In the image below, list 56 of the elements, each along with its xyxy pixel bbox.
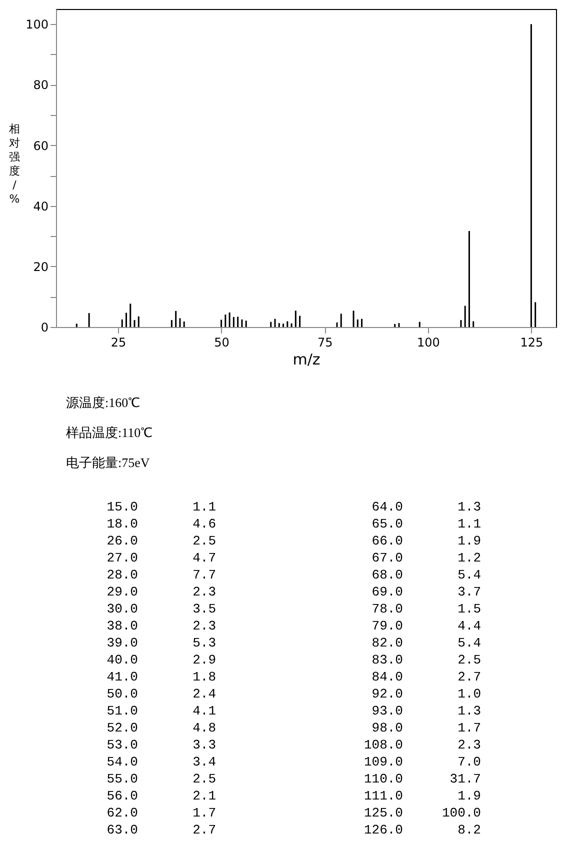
text: 83.0 2.5	[372, 652, 481, 668]
text: 29.0 2.3	[106, 584, 216, 600]
y-tick-label: 20	[33, 260, 48, 274]
text: 30.0 3.5	[106, 602, 216, 616]
text: 63.0 2.7	[106, 822, 216, 838]
x-tick-label: 25	[110, 336, 126, 350]
text: 50.0 2.4	[106, 686, 216, 702]
text: 78.0 1.5	[372, 602, 481, 616]
text: 108.0 2.3	[364, 738, 481, 752]
text: 92.0 1.0	[372, 686, 481, 702]
text: 40.0 2.9	[106, 652, 216, 668]
text: 样品温度:110℃	[66, 425, 153, 440]
text: 52.0 4.8	[106, 720, 216, 736]
y-tick-label: 100	[26, 18, 48, 32]
text: 18.0 4.6	[106, 516, 216, 532]
text: 82.0 5.4	[372, 636, 482, 650]
text: 15.0 1.1	[106, 500, 216, 514]
text: 55.0 2.5	[106, 772, 216, 786]
text: 电子能量:75eV	[66, 455, 150, 470]
text: 54.0 3.4	[106, 754, 216, 770]
y-tick-label: 0	[40, 320, 48, 334]
text: 98.0 1.7	[372, 720, 481, 736]
x-tick-label: 50	[214, 336, 230, 350]
text: 39.0 5.3	[106, 636, 216, 650]
text: 110.0 31.7	[364, 772, 481, 786]
y-axis-title: 相对强度/%	[9, 122, 20, 206]
text: 79.0 4.4	[372, 618, 482, 634]
text: 69.0 3.7	[372, 584, 481, 600]
text: 56.0 2.1	[106, 788, 216, 804]
text: 67.0 1.2	[372, 550, 481, 566]
y-tick-label: 40	[33, 199, 48, 214]
text: 66.0 1.9	[372, 534, 481, 548]
text: 126.0 8.2	[364, 822, 481, 838]
text: 28.0 7.7	[106, 568, 216, 582]
text: 93.0 1.3	[372, 704, 481, 718]
x-axis-title: m/z	[292, 350, 320, 368]
text: 62.0 1.7	[106, 806, 216, 820]
text: 38.0 2.3	[106, 618, 216, 634]
text: 84.0 2.7	[372, 670, 481, 684]
text: 125.0 100.0	[364, 806, 481, 820]
y-tick-label: 60	[33, 138, 48, 153]
text: 源温度:160℃	[66, 395, 140, 410]
x-tick-label: 100	[416, 336, 440, 350]
text: 68.0 5.4	[372, 568, 482, 582]
x-tick-label: 125	[520, 336, 544, 350]
text: 111.0 1.9	[364, 788, 481, 804]
text: 27.0 4.7	[106, 550, 216, 566]
text: 51.0 4.1	[106, 704, 216, 718]
text: 41.0 1.8	[106, 670, 216, 684]
text: 64.0 1.3	[372, 500, 481, 514]
text: 53.0 3.3	[106, 738, 216, 752]
y-tick-label: 80	[33, 78, 48, 92]
text: 109.0 7.0	[364, 754, 481, 770]
text: 65.0 1.1	[372, 516, 482, 532]
text: 26.0 2.5	[106, 534, 216, 548]
x-tick-label: 75	[317, 336, 333, 350]
